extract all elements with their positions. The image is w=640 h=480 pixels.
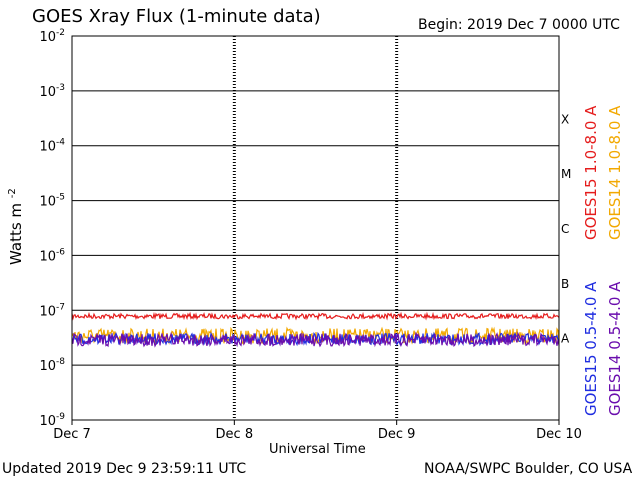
x-tick-label: Dec 8: [216, 427, 254, 442]
credit: NOAA/SWPC Boulder, CO USA: [424, 461, 633, 477]
y-axis-label: Watts m -2: [7, 188, 25, 265]
updated-time: Updated 2019 Dec 9 23:59:11 UTC: [2, 461, 247, 477]
x-axis-label: Universal Time: [269, 442, 366, 457]
y-tick-label: 10-3: [39, 83, 65, 100]
flare-class-label: A: [561, 332, 570, 346]
x-tick-label: Dec 9: [378, 427, 416, 442]
flare-class-label: B: [561, 277, 569, 291]
legend-goes14-short: GOES14 0.5-4.0 A: [606, 281, 624, 416]
y-tick-label: 10-7: [39, 302, 65, 319]
legend-goes14-long: GOES14 1.0-8.0 A: [606, 105, 624, 240]
chart-title: GOES Xray Flux (1-minute data): [32, 6, 321, 27]
y-tick-label: 10-4: [39, 138, 65, 155]
x-tick-label: Dec 10: [536, 427, 582, 442]
y-tick-label: 10-8: [39, 357, 65, 374]
series-line: [71, 331, 560, 348]
flare-class-label: X: [561, 112, 569, 126]
legend-goes15-short: GOES15 0.5-4.0 A: [582, 281, 600, 416]
y-tick-label: 10-6: [39, 247, 65, 264]
y-tick-label: 10-2: [39, 28, 65, 45]
y-tick-label: 10-9: [39, 412, 65, 429]
x-tick-label: Dec 7: [53, 427, 91, 442]
flare-class-label: C: [561, 222, 569, 236]
plot-frame: [71, 35, 560, 421]
y-tick-label: 10-5: [39, 193, 65, 210]
series-line: [71, 311, 560, 321]
flare-class-label: M: [561, 167, 571, 181]
legend-goes15-long: GOES15 1.0-8.0 A: [582, 105, 600, 240]
begin-time: Begin: 2019 Dec 7 0000 UTC: [418, 17, 620, 33]
